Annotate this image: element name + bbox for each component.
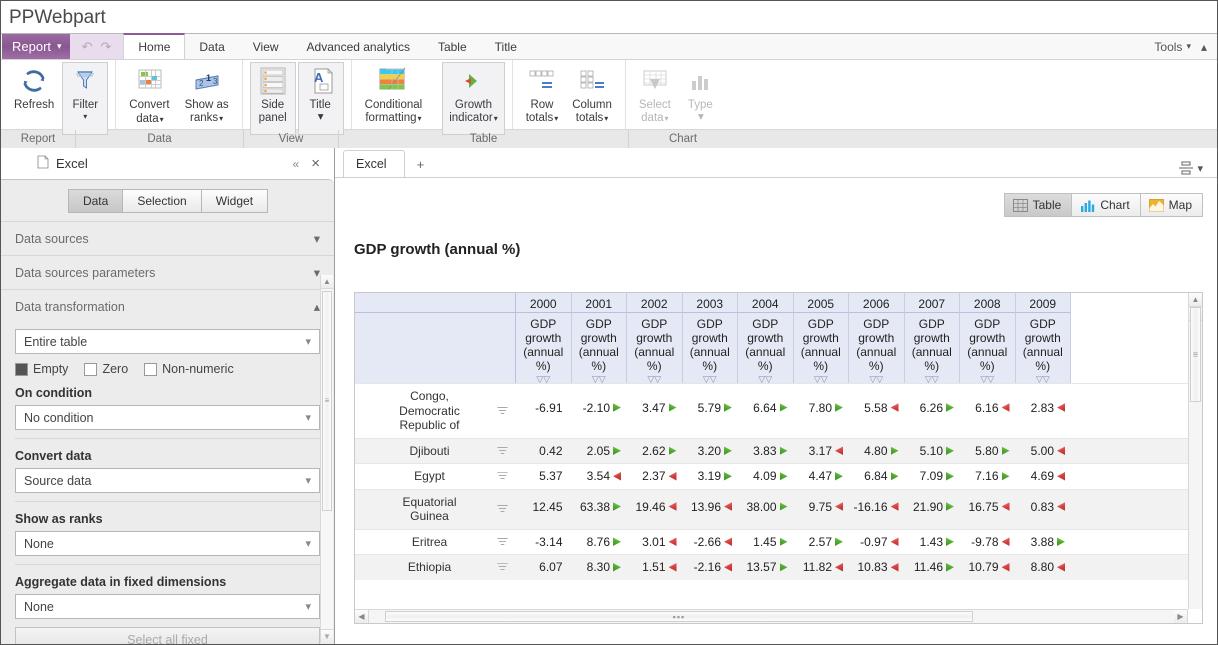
- svg-text:1: 1: [206, 73, 211, 83]
- svg-text:2: 2: [199, 79, 204, 88]
- svg-text:3: 3: [213, 77, 218, 86]
- svg-text:A: A: [314, 70, 324, 85]
